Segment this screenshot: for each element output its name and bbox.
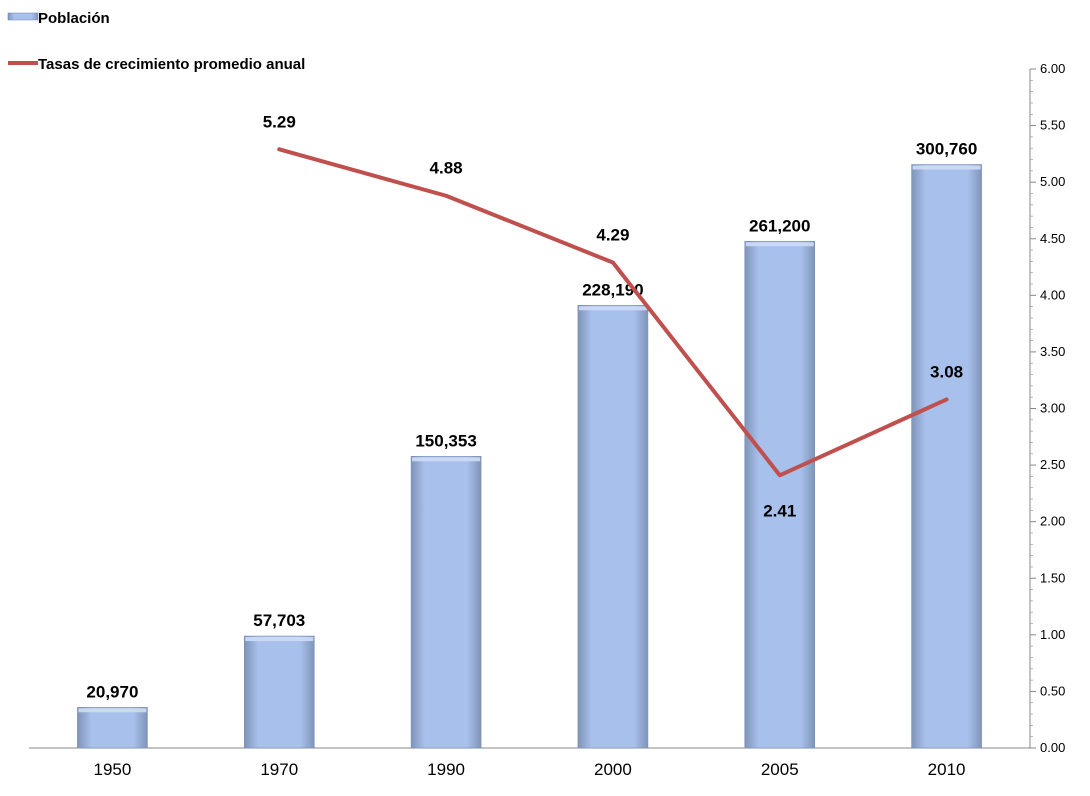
line-label-1990: 4.88 bbox=[430, 159, 463, 178]
line-series-tasas bbox=[277, 147, 949, 478]
bar-label-1990: 150,353 bbox=[415, 431, 476, 450]
legend-swatch-tasas bbox=[8, 61, 38, 65]
y-tick-label-0: 0.00 bbox=[1040, 740, 1065, 755]
y-tick-label-9: 4.50 bbox=[1040, 231, 1065, 246]
line-label-2005: 2.41 bbox=[763, 501, 796, 520]
bar-highlight-1970 bbox=[245, 637, 314, 642]
x-axis-ticks: 1950 1970 1990 2000 2005 2010 bbox=[94, 760, 966, 779]
line-label-2000: 4.29 bbox=[596, 226, 629, 245]
y-tick-label-2: 1.00 bbox=[1040, 627, 1065, 642]
legend-label-tasas: Tasas de crecimiento promedio anual bbox=[38, 56, 305, 73]
bar-2010 bbox=[911, 164, 982, 749]
line-label-2010: 3.08 bbox=[930, 362, 963, 381]
bar-label-2005: 261,200 bbox=[749, 216, 810, 235]
bar-label-1950: 20,970 bbox=[86, 682, 138, 701]
line-layer bbox=[277, 147, 949, 478]
bars bbox=[77, 164, 982, 749]
bar-1990 bbox=[410, 456, 482, 749]
bar-1970 bbox=[243, 635, 315, 749]
y-tick-label-3: 1.50 bbox=[1040, 570, 1065, 585]
bar-highlight-1950 bbox=[78, 708, 147, 713]
line-labels: 5.29 4.88 4.29 2.41 3.08 bbox=[263, 112, 963, 520]
bar-1950 bbox=[77, 707, 148, 749]
legend: Población Tasas de crecimiento promedio … bbox=[7, 10, 305, 73]
bar-highlight-2000 bbox=[578, 306, 647, 311]
bar-2000 bbox=[577, 305, 649, 749]
line-label-1970: 5.29 bbox=[263, 112, 296, 131]
y-tick-label-7: 3.50 bbox=[1040, 344, 1065, 359]
y-tick-label-10: 5.00 bbox=[1040, 174, 1065, 189]
y-tick-label-12: 6.00 bbox=[1040, 61, 1065, 76]
legend-label-poblacion: Población bbox=[38, 10, 110, 27]
y-tick-label-6: 3.00 bbox=[1040, 401, 1065, 416]
y-tick-label-8: 4.00 bbox=[1040, 287, 1065, 302]
x-tick-1970: 1970 bbox=[260, 760, 298, 779]
bar-highlight-2005 bbox=[745, 242, 814, 247]
x-tick-2000: 2000 bbox=[594, 760, 632, 779]
bar-highlight-1990 bbox=[412, 457, 481, 462]
bar-2005 bbox=[744, 240, 816, 749]
x-tick-2010: 2010 bbox=[928, 760, 966, 779]
y-tick-label-4: 2.00 bbox=[1040, 514, 1065, 529]
y-axis-right-ticks: 0.00 0.50 1.00 1.50 2.00 2.50 3.00 3.50 4.00 4.50… bbox=[1030, 61, 1065, 755]
x-tick-1990: 1990 bbox=[427, 760, 465, 779]
bar-label-1970: 57,703 bbox=[253, 611, 305, 630]
bar-highlight-2010 bbox=[912, 165, 981, 170]
y-tick-label-1: 0.50 bbox=[1040, 683, 1065, 698]
x-tick-1950: 1950 bbox=[94, 760, 132, 779]
x-tick-2005: 2005 bbox=[761, 760, 799, 779]
y-tick-label-11: 5.50 bbox=[1040, 118, 1065, 133]
legend-swatch-poblacion bbox=[7, 12, 39, 21]
y-tick-label-5: 2.50 bbox=[1040, 457, 1065, 472]
bar-label-2010: 300,760 bbox=[916, 140, 977, 159]
